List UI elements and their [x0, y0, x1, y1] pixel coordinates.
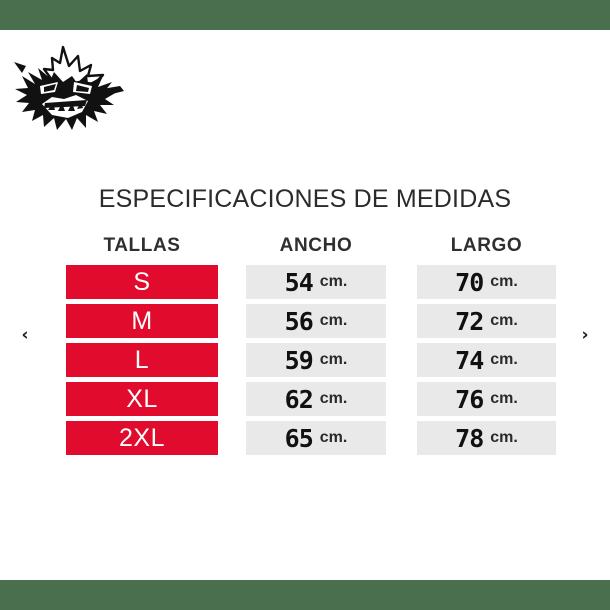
width-unit: cm. [319, 312, 348, 329]
size-badge: L [66, 343, 218, 377]
size-badge: 2XL [66, 421, 218, 455]
length-value: 70 [455, 267, 484, 297]
length-cell: 76 cm. [417, 382, 556, 416]
width-cell: 56 cm. [246, 304, 386, 338]
width-cell: 62 cm. [246, 382, 386, 416]
size-badge: XL [66, 382, 218, 416]
size-chart-slide: ESPECIFICACIONES DE MEDIDAS TALLAS ANCHO… [0, 30, 610, 580]
length-value: 76 [455, 384, 484, 414]
page-title: ESPECIFICACIONES DE MEDIDAS [98, 185, 512, 213]
length-unit: cm. [490, 390, 518, 407]
length-unit: cm. [490, 273, 518, 290]
letterbox-top [0, 0, 610, 30]
table-row: S 54 cm. 70 cm. [0, 265, 610, 304]
size-chart-table: TALLAS ANCHO LARGO S 54 cm. 70 cm. M 56 [0, 235, 610, 460]
length-value: 78 [455, 423, 484, 453]
size-badge: M [66, 304, 218, 338]
column-header-width: ANCHO [279, 235, 353, 256]
table-header-row: TALLAS ANCHO LARGO [0, 235, 610, 265]
column-header-sizes: TALLAS [103, 235, 181, 256]
length-unit: cm. [490, 429, 518, 446]
chevron-left-icon[interactable]: ‹ [21, 325, 29, 345]
width-cell: 54 cm. [246, 265, 386, 299]
column-header-length: LARGO [450, 235, 523, 256]
width-unit: cm. [319, 351, 348, 368]
table-row: L 59 cm. 74 cm. [0, 343, 610, 382]
size-badge: S [66, 265, 218, 299]
width-value: 54 [284, 267, 314, 297]
chevron-right-icon[interactable]: › [581, 325, 589, 345]
width-value: 59 [284, 345, 314, 375]
letterbox-bottom [0, 580, 610, 610]
table-row: XL 62 cm. 76 cm. [0, 382, 610, 421]
length-unit: cm. [490, 351, 518, 368]
width-cell: 65 cm. [246, 421, 386, 455]
width-unit: cm. [319, 429, 348, 446]
gengar-silhouette-logo [8, 42, 126, 142]
length-cell: 70 cm. [417, 265, 556, 299]
width-value: 65 [284, 423, 314, 453]
length-value: 74 [455, 345, 484, 375]
width-value: 56 [284, 306, 314, 336]
length-unit: cm. [490, 312, 518, 329]
table-row: M 56 cm. 72 cm. [0, 304, 610, 343]
length-value: 72 [455, 306, 484, 336]
length-cell: 78 cm. [417, 421, 556, 455]
table-row: 2XL 65 cm. 78 cm. [0, 421, 610, 460]
width-unit: cm. [319, 390, 348, 407]
width-cell: 59 cm. [246, 343, 386, 377]
length-cell: 74 cm. [417, 343, 556, 377]
length-cell: 72 cm. [417, 304, 556, 338]
width-unit: cm. [319, 273, 348, 290]
width-value: 62 [284, 384, 314, 414]
